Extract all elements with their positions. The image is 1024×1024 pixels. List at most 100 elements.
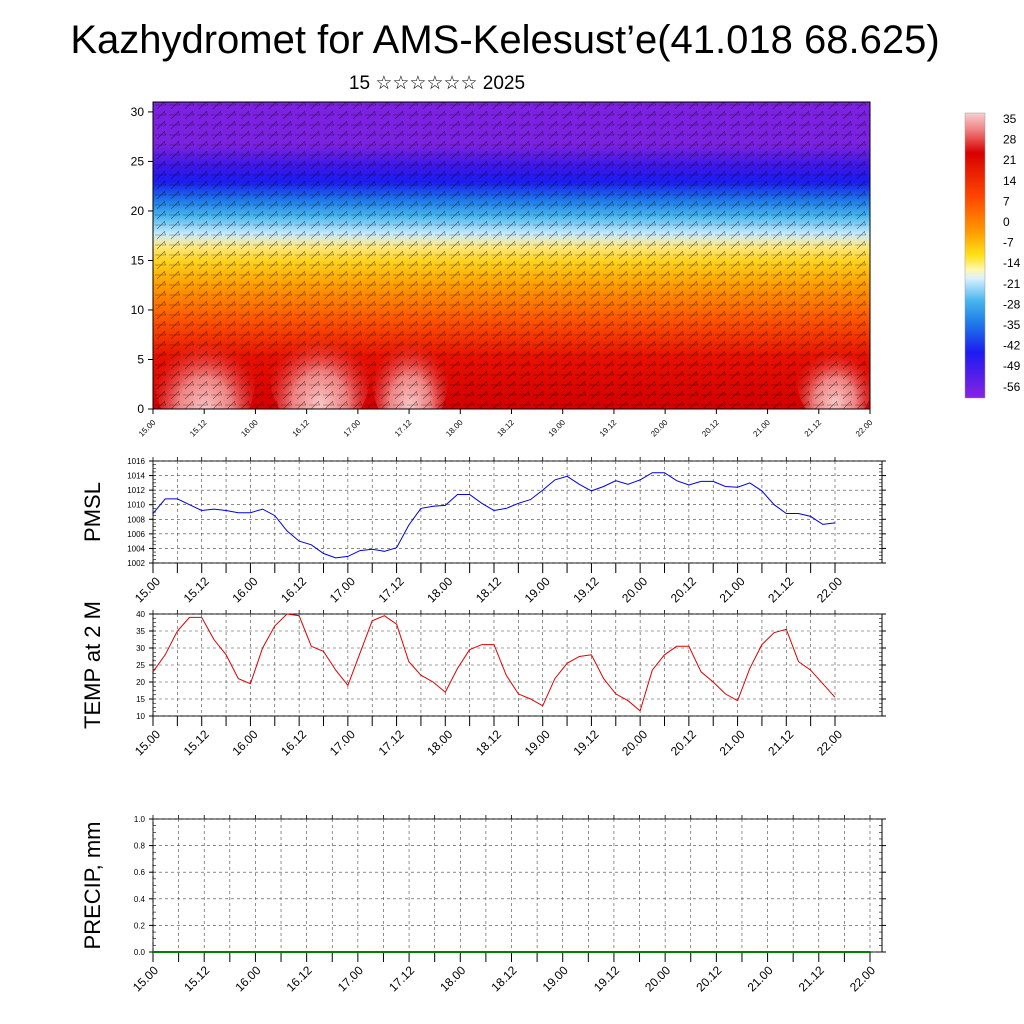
colorbar-label: -35 (1003, 318, 1021, 332)
colorbar-label: -7 (1003, 236, 1014, 250)
y-tick-label: 0.6 (134, 868, 146, 877)
y-tick-label: 0.2 (134, 921, 146, 930)
y-tick-label: 30 (136, 644, 145, 653)
x-tick-label: 18.00 (444, 418, 465, 439)
y-axis-title: TEMP at 2 M (80, 601, 105, 729)
y-tick-label: 1008 (127, 515, 145, 524)
pmsl-panel: 1002 1004 1006 1008 1010 1012 1014 1016 15.00 15.… (80, 457, 886, 605)
colorbar-label: 21 (1003, 153, 1017, 167)
x-tick-label: 17.12 (376, 727, 407, 758)
x-tick-label: 16.00 (239, 418, 260, 439)
x-tick-label: 21.12 (803, 418, 824, 439)
wind-barbs-overlay (153, 102, 870, 409)
y-tick-label: 0 (137, 402, 144, 416)
x-tick-label: 17.00 (327, 574, 358, 605)
y-tick-label: 5 (137, 352, 144, 366)
colorbar-label: -14 (1003, 256, 1021, 270)
y-tick-label: 1004 (127, 544, 145, 553)
x-tick-label: 22.00 (814, 574, 845, 605)
colorbar-label: 35 (1003, 112, 1017, 126)
series-line (152, 613, 836, 712)
x-tick-label: 18.12 (495, 418, 516, 439)
colorbar-label: -49 (1003, 359, 1021, 373)
y-tick-label: 1002 (127, 559, 145, 568)
x-tick-label: 20.12 (668, 574, 699, 605)
y-tick-label: 30 (131, 105, 145, 119)
x-tick-label: 18.12 (473, 574, 504, 605)
y-tick-label: 0.0 (134, 948, 146, 957)
colorbar-label: 14 (1003, 174, 1017, 188)
x-tick-label: 19.12 (570, 574, 601, 605)
x-tick-label: 17.00 (327, 727, 358, 758)
series-line (152, 472, 836, 559)
x-tick-label: 22.00 (854, 418, 875, 439)
chart-subtitle: 15 ☆☆☆☆☆☆ 2025 (348, 73, 526, 94)
x-tick-label: 16.00 (232, 963, 263, 994)
x-tick-label: 17.12 (393, 418, 414, 439)
y-axis-title: PRECIP, mm (80, 822, 105, 950)
x-tick-label: 20.00 (619, 574, 650, 605)
x-tick-label: 21.00 (745, 963, 776, 994)
y-tick-label: 0.4 (134, 895, 146, 904)
x-tick-label: 20.12 (693, 963, 724, 994)
y-tick-label: 0.8 (134, 842, 146, 851)
x-tick-label: 21.00 (717, 574, 748, 605)
colorbar-label: -42 (1003, 339, 1021, 353)
x-tick-label: 18.00 (424, 727, 455, 758)
page-title: Kazhydromet for AMS-Kelesust’e(41.018 68… (70, 18, 940, 62)
y-axis-title: PMSL (80, 482, 105, 542)
x-tick-label: 17.12 (376, 574, 407, 605)
y-tick-label: 25 (136, 661, 145, 670)
y-tick-label: 1016 (127, 457, 145, 466)
x-tick-label: 16.12 (284, 963, 315, 994)
x-tick-label: 20.12 (668, 727, 699, 758)
x-tick-label: 15.00 (132, 574, 163, 605)
x-tick-label: 18.12 (488, 963, 519, 994)
colorbar (964, 112, 986, 399)
y-tick-label: 1006 (127, 530, 145, 539)
y-tick-label: 1014 (127, 472, 145, 481)
x-tick-label: 16.00 (229, 574, 260, 605)
y-tick-label: 20 (136, 678, 145, 687)
x-tick-label: 21.12 (765, 574, 796, 605)
x-tick-label: 16.00 (229, 727, 260, 758)
x-tick-label: 19.12 (591, 963, 622, 994)
y-tick-label: 1010 (127, 501, 145, 510)
y-tick-label: 10 (131, 303, 145, 317)
x-tick-label: 19.12 (598, 418, 619, 439)
x-tick-label: 20.00 (642, 963, 673, 994)
x-tick-label: 16.12 (278, 727, 309, 758)
colorbar-label: -21 (1003, 277, 1021, 291)
x-tick-label: 19.00 (547, 418, 568, 439)
colorbar-labels: 35 28 21 14 7 0 -7 -14 -21 -28 -35 -42 -49 -56 (1003, 112, 1021, 394)
x-tick-label: 21.00 (751, 418, 772, 439)
x-tick-label: 19.12 (570, 727, 601, 758)
x-tick-label: 17.12 (386, 963, 417, 994)
x-tick-label: 17.00 (335, 963, 366, 994)
plot-frame (152, 818, 883, 953)
y-tick-label: 15 (136, 695, 145, 704)
x-tick-label: 15.00 (132, 727, 163, 758)
y-tick-label: 10 (136, 712, 145, 721)
x-tick-label: 16.12 (291, 418, 312, 439)
x-tick-label: 15.12 (181, 727, 212, 758)
x-tick-label: 16.12 (278, 574, 309, 605)
x-tick-label: 19.00 (522, 574, 553, 605)
x-tick-label: 19.00 (540, 963, 571, 994)
x-tick-label: 15.12 (181, 574, 212, 605)
temp-panel: 10 15 20 25 30 35 40 15.00 15.12 16.00 16.12 17.00 1… (80, 601, 886, 758)
x-tick-label: 21.12 (796, 963, 827, 994)
y-tick-label: 35 (136, 627, 145, 636)
colorbar-label: 7 (1003, 194, 1010, 208)
y-tick-label: 25 (131, 154, 145, 168)
x-tick-label: 19.00 (522, 727, 553, 758)
x-tick-label: 22.00 (814, 727, 845, 758)
x-tick-label: 17.00 (342, 418, 363, 439)
precip-panel: 0.0 0.2 0.4 0.6 0.8 1.0 15.00 15.12 16.00 16.12 17… (80, 815, 886, 994)
y-tick-label: 1012 (127, 486, 145, 495)
y-tick-label: 15 (131, 253, 145, 267)
x-tick-label: 22.00 (847, 963, 878, 994)
x-tick-label: 18.00 (437, 963, 468, 994)
colorbar-label: 0 (1003, 215, 1010, 229)
